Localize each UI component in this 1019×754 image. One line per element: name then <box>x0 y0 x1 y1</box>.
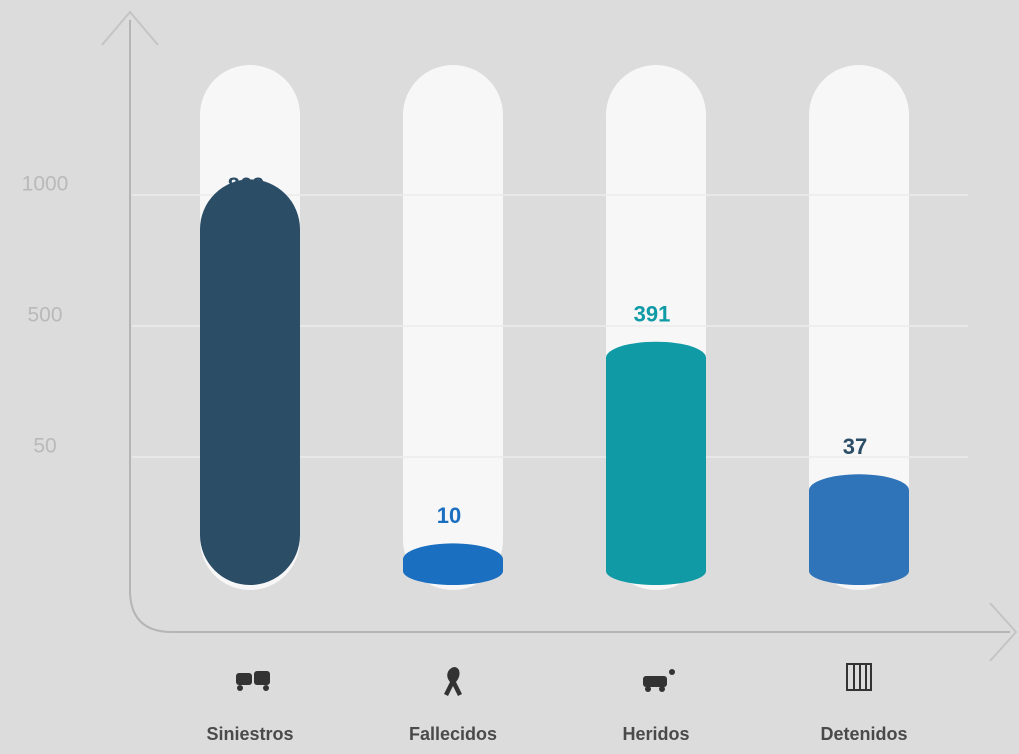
bar <box>403 543 503 585</box>
value-label: 37 <box>843 434 867 459</box>
value-label: 869 <box>228 173 265 198</box>
axes <box>129 20 1010 633</box>
icon-injured <box>643 669 675 692</box>
bar <box>809 474 909 585</box>
capsule <box>403 65 503 590</box>
value-label: 10 <box>437 503 461 528</box>
x-tick-label: Fallecidos <box>409 724 497 744</box>
icon-jail <box>846 663 872 691</box>
bar <box>606 341 706 585</box>
value-label: 391 <box>634 302 671 327</box>
y-tick-label: 500 <box>27 304 62 327</box>
bar <box>200 179 300 585</box>
x-arrow <box>989 602 1018 662</box>
x-tick-label: Heridos <box>622 724 689 744</box>
bars: 869 10 391 37 <box>200 173 909 585</box>
icon-crash <box>236 671 270 691</box>
icon-ribbon <box>444 667 462 696</box>
x-tick-label: Detenidos <box>820 724 907 744</box>
x-tick-label: Siniestros <box>206 724 293 744</box>
icons <box>236 663 872 696</box>
y-tick-label: 50 <box>33 435 56 458</box>
y-tick-label: 1000 <box>22 173 69 196</box>
y-arrow <box>101 10 159 46</box>
capsule <box>809 65 909 590</box>
